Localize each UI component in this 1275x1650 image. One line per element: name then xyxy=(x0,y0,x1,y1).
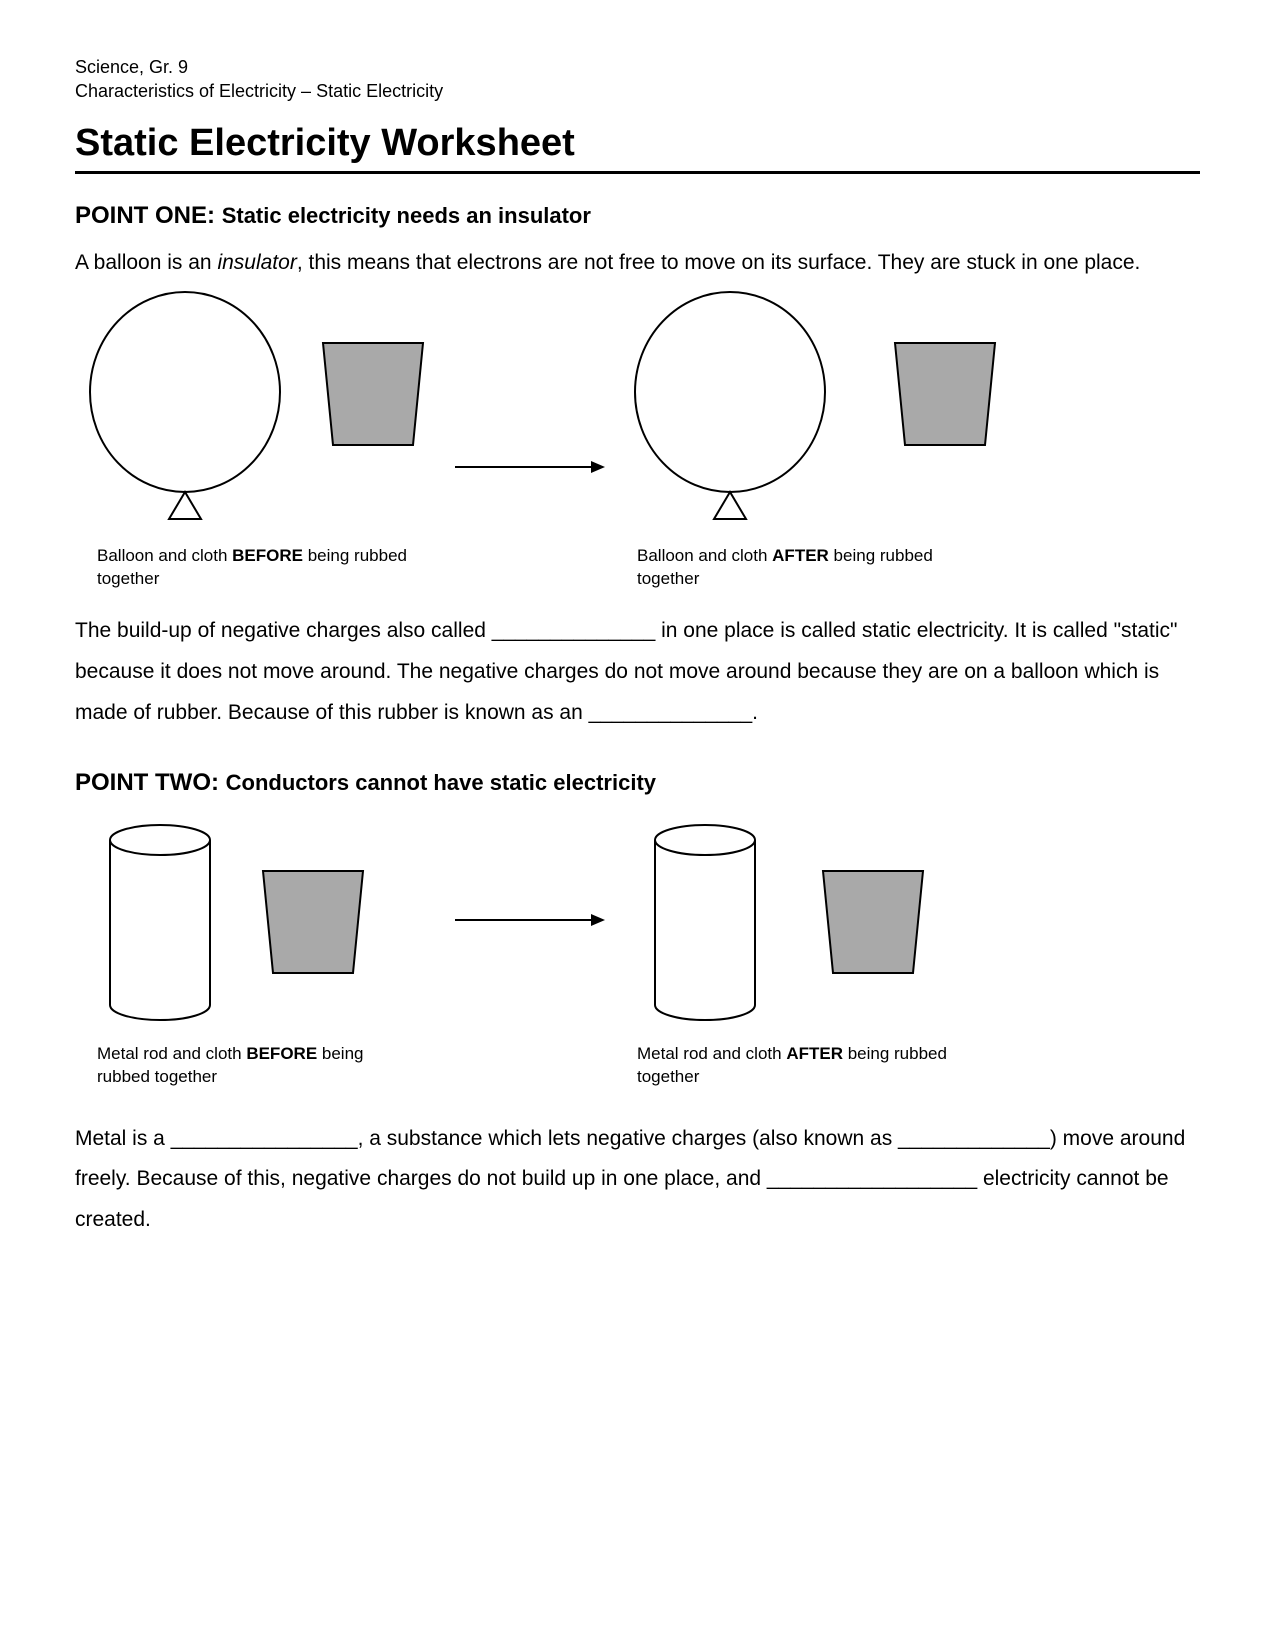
rod-after-svg xyxy=(615,815,1025,1035)
balloon-before-caption: Balloon and cloth BEFORE being rubbed to… xyxy=(75,545,417,591)
point-two-sub: Conductors cannot have static electricit… xyxy=(226,770,656,795)
balloon-after-svg xyxy=(615,287,1025,537)
point-two-heading: POINT TWO: Conductors cannot have static… xyxy=(75,769,1200,797)
arrow-icon xyxy=(455,910,605,930)
rod-before-caption: Metal rod and cloth BEFORE being rubbed … xyxy=(75,1043,417,1089)
intro-italic: insulator xyxy=(217,251,296,274)
balloon-shape xyxy=(90,292,280,492)
cloth-shape xyxy=(323,343,423,445)
balloon-knot xyxy=(169,492,201,519)
cylinder-top xyxy=(110,825,210,855)
rod-before-cell: Metal rod and cloth BEFORE being rubbed … xyxy=(75,815,445,1089)
point-two-para: Metal is a ________________, a substance… xyxy=(75,1119,1200,1242)
arrow-icon xyxy=(455,457,605,477)
balloon-arrow-cell xyxy=(445,287,615,477)
meta-line-1: Science, Gr. 9 xyxy=(75,55,1200,79)
point-one-label: POINT ONE: xyxy=(75,202,215,229)
balloon-diagram-row: Balloon and cloth BEFORE being rubbed to… xyxy=(75,287,1200,591)
cylinder-top xyxy=(655,825,755,855)
rod-before-svg xyxy=(75,815,435,1035)
cloth-shape xyxy=(263,871,363,973)
cylinder-bottom xyxy=(655,1005,755,1020)
rod-after-cell: Metal rod and cloth AFTER being rubbed t… xyxy=(615,815,1035,1089)
header-meta: Science, Gr. 9 Characteristics of Electr… xyxy=(75,55,1200,104)
point-one-heading: POINT ONE: Static electricity needs an i… xyxy=(75,202,1200,230)
balloon-after-cell: Balloon and cloth AFTER being rubbed tog… xyxy=(615,287,1035,591)
intro-b: , this means that electrons are not free… xyxy=(297,251,1141,274)
point-one-para: The build-up of negative charges also ca… xyxy=(75,611,1200,734)
intro-a: A balloon is an xyxy=(75,251,217,274)
worksheet-page: Science, Gr. 9 Characteristics of Electr… xyxy=(0,0,1275,1650)
page-title: Static Electricity Worksheet xyxy=(75,122,1200,174)
cloth-shape xyxy=(823,871,923,973)
point-two-label: POINT TWO: xyxy=(75,769,219,796)
balloon-knot xyxy=(714,492,746,519)
point-one-sub: Static electricity needs an insulator xyxy=(222,203,591,228)
cloth-shape xyxy=(895,343,995,445)
cylinder-bottom xyxy=(110,1005,210,1020)
rod-diagram-row: Metal rod and cloth BEFORE being rubbed … xyxy=(75,815,1200,1089)
rod-after-caption: Metal rod and cloth AFTER being rubbed t… xyxy=(615,1043,957,1089)
balloon-shape xyxy=(635,292,825,492)
rod-arrow-cell xyxy=(445,815,615,930)
meta-line-2: Characteristics of Electricity – Static … xyxy=(75,79,1200,103)
point-one-intro: A balloon is an insulator, this means th… xyxy=(75,248,1200,277)
balloon-after-caption: Balloon and cloth AFTER being rubbed tog… xyxy=(615,545,957,591)
balloon-before-cell: Balloon and cloth BEFORE being rubbed to… xyxy=(75,287,445,591)
balloon-before-svg xyxy=(75,287,435,537)
